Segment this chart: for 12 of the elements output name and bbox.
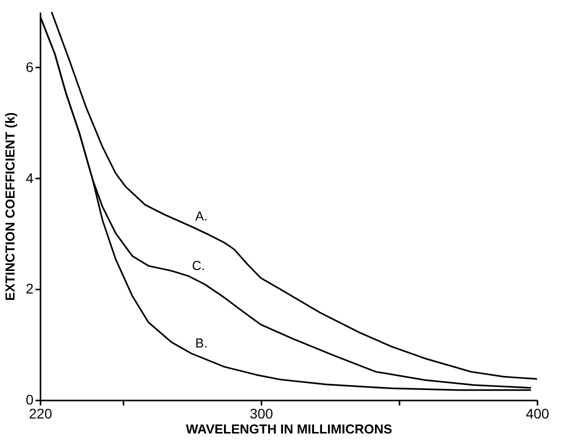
series-label: A.	[195, 208, 208, 224]
x-axis-title: WAVELENGTH IN MILLIMICRONS	[186, 422, 392, 436]
x-tick-label: 300	[250, 406, 274, 422]
y-axis-title: EXTINCTION COEFFICIENT (k)	[2, 112, 18, 301]
y-tick-label: 4	[26, 170, 34, 186]
series-label: C.	[192, 258, 205, 273]
x-tick-label: 400	[526, 406, 550, 422]
series-label: B.	[195, 335, 208, 350]
x-tick-label: 220	[28, 406, 52, 422]
y-tick-label: 2	[26, 280, 34, 297]
y-tick-label: 6	[26, 58, 34, 75]
y-tick-label: 0	[26, 392, 34, 408]
